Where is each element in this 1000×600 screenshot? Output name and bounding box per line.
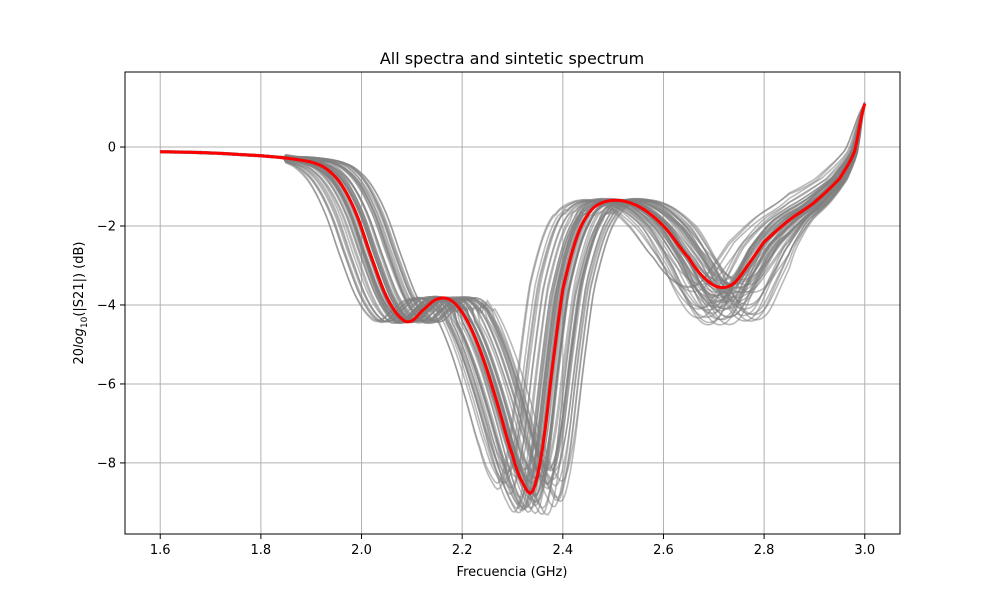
y-tick-label: −8 xyxy=(97,456,116,471)
x-tick-label: 3.0 xyxy=(854,543,875,558)
x-tick-label: 2.2 xyxy=(452,543,473,558)
spectrum-line xyxy=(160,103,866,491)
x-axis-label: Frecuencia (GHz) xyxy=(457,565,568,580)
x-tick-label: 2.0 xyxy=(351,543,372,558)
y-tick-label: −4 xyxy=(97,298,116,313)
x-axis-ticks: 1.6 1.8 2.0 2.2 2.4 2.6 2.8 3.0 xyxy=(150,534,875,558)
x-tick-label: 2.8 xyxy=(754,543,775,558)
y-tick-label: −2 xyxy=(97,220,116,235)
x-tick-label: 2.4 xyxy=(552,543,573,558)
x-tick-label: 1.8 xyxy=(251,543,272,558)
chart-title: All spectra and sintetic spectrum xyxy=(380,49,644,68)
y-tick-label: −6 xyxy=(97,377,116,392)
y-axis-ticks: 0 −2 −4 −6 −8 xyxy=(97,141,125,471)
y-axis-label: 20log10(|S21|) (dB) xyxy=(72,242,90,365)
x-tick-label: 2.6 xyxy=(653,543,674,558)
sintetic-spectrum-series xyxy=(160,103,867,495)
x-tick-label: 1.6 xyxy=(150,543,171,558)
sintetic-spectrum-line xyxy=(160,103,867,495)
y-tick-label: 0 xyxy=(108,141,116,156)
plot-frame xyxy=(124,71,901,535)
